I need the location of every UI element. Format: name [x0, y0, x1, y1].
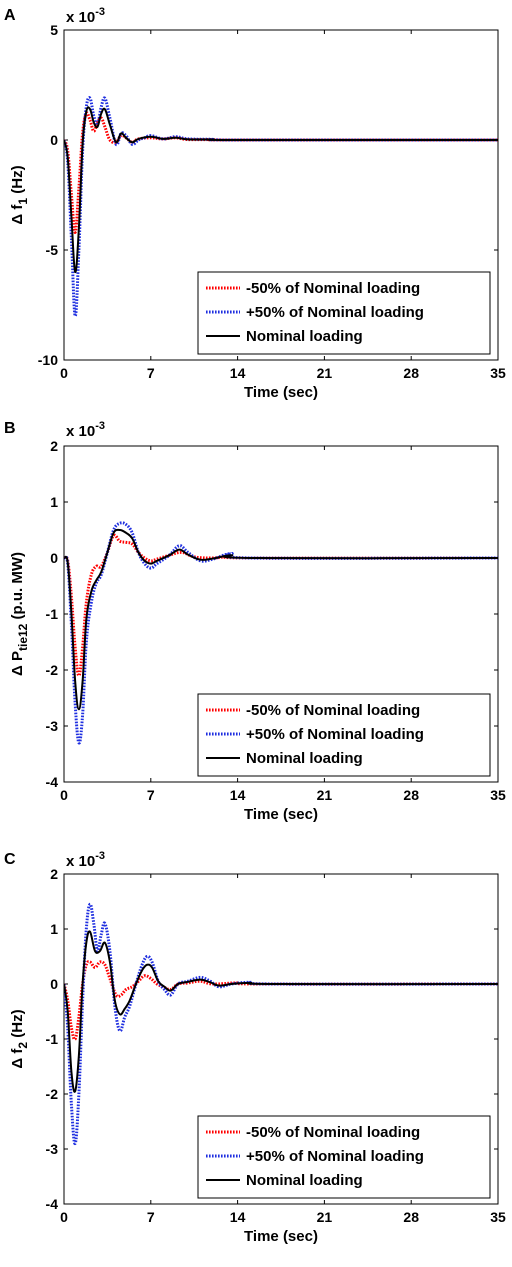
axis-multiplier-exponent: -3	[95, 850, 105, 862]
y-axis-label-subscript: 1	[16, 198, 30, 205]
y-axis-label: Δ Ptie12 (p.u. MW)	[9, 552, 30, 676]
series-line-1	[64, 111, 498, 234]
legend-label: Nominal loading	[246, 328, 363, 345]
panel-label: A	[4, 7, 16, 24]
x-tick-label: 28	[403, 1209, 419, 1225]
x-tick-label: 0	[60, 787, 68, 803]
x-tick-label: 14	[230, 787, 246, 803]
y-tick-label: -4	[46, 774, 59, 790]
legend-label: -50% of Nominal loading	[246, 702, 420, 719]
y-tick-label: -2	[46, 1086, 59, 1102]
legend-box	[197, 271, 491, 355]
y-tick-label: -1	[46, 1031, 59, 1047]
x-tick-label: 21	[317, 1209, 333, 1225]
series-line-3	[64, 930, 498, 1093]
legend-label: +50% of Nominal loading	[246, 304, 424, 321]
legend: -50% of Nominal loading +50% of Nominal l…	[197, 271, 491, 355]
y-tick-label: 5	[50, 22, 58, 38]
legend-box	[197, 1115, 491, 1199]
axis-multiplier: x 10-3	[66, 6, 105, 26]
legend-label: Nominal loading	[246, 1172, 363, 1189]
y-axis-label: Δ f1 (Hz)	[9, 165, 30, 224]
y-axis-label-main: Δ f	[9, 1048, 26, 1069]
y-axis-label-subscript: tie12	[16, 623, 30, 651]
x-tick-label: 35	[490, 1209, 506, 1225]
panel-label: C	[4, 851, 16, 868]
axis-multiplier: x 10-3	[66, 420, 105, 440]
x-axis-label: Time (sec)	[244, 806, 318, 823]
x-axis-label: Time (sec)	[244, 1228, 318, 1245]
y-tick-label: 1	[50, 921, 58, 937]
y-axis-label-subscript: 2	[16, 1042, 30, 1049]
y-tick-label: -3	[46, 718, 59, 734]
x-tick-label: 35	[490, 787, 506, 803]
x-tick-label: 14	[230, 365, 246, 381]
x-tick-label: 0	[60, 365, 68, 381]
y-tick-label: -2	[46, 662, 59, 678]
y-tick-label: 0	[50, 132, 58, 148]
y-tick-label: -10	[38, 352, 58, 368]
axis-multiplier-exponent: -3	[95, 420, 105, 432]
y-axis-label-main: Δ f	[9, 204, 26, 225]
x-tick-label: 0	[60, 1209, 68, 1225]
y-tick-label: -5	[46, 242, 59, 258]
panel-label: B	[4, 420, 16, 437]
legend-label: Nominal loading	[246, 750, 363, 767]
axis-multiplier-exponent: -3	[95, 6, 105, 18]
x-tick-label: 21	[317, 787, 333, 803]
legend-label: -50% of Nominal loading	[246, 1124, 420, 1141]
x-tick-label: 7	[147, 365, 155, 381]
axis-multiplier: x 10-3	[66, 850, 105, 870]
x-axis-label: Time (sec)	[244, 384, 318, 401]
y-tick-label: -3	[46, 1141, 59, 1157]
series-line-2	[64, 902, 498, 1146]
y-tick-label: 0	[50, 550, 58, 566]
y-tick-label: 0	[50, 976, 58, 992]
y-axis-label-unit: (Hz)	[9, 165, 26, 198]
x-tick-label: 35	[490, 365, 506, 381]
legend-box	[197, 693, 491, 777]
x-tick-label: 14	[230, 1209, 246, 1225]
legend-label: +50% of Nominal loading	[246, 1148, 424, 1165]
series-line-1	[64, 533, 498, 678]
legend-label: +50% of Nominal loading	[246, 726, 424, 743]
series-line-3	[64, 528, 498, 711]
x-tick-label: 28	[403, 787, 419, 803]
legend: -50% of Nominal loading +50% of Nominal l…	[197, 1115, 491, 1199]
y-tick-label: 2	[50, 438, 58, 454]
series-line-1	[64, 960, 498, 1041]
y-axis-label-unit: (Hz)	[9, 1009, 26, 1042]
legend: -50% of Nominal loading +50% of Nominal l…	[197, 693, 491, 777]
x-tick-label: 21	[317, 365, 333, 381]
x-tick-label: 7	[147, 1209, 155, 1225]
y-axis-label-main: Δ P	[9, 651, 26, 676]
y-tick-label: -4	[46, 1196, 59, 1212]
y-tick-label: -1	[46, 606, 59, 622]
y-axis-label: Δ f2 (Hz)	[9, 1009, 30, 1068]
y-tick-label: 2	[50, 866, 58, 882]
series-line-3	[64, 106, 498, 274]
legend-label: -50% of Nominal loading	[246, 280, 420, 297]
series-line-2	[64, 521, 498, 745]
y-axis-label-unit: (p.u. MW)	[9, 552, 26, 624]
plot-frame	[63, 29, 499, 361]
x-tick-label: 7	[147, 787, 155, 803]
x-tick-label: 28	[403, 365, 419, 381]
y-tick-label: 1	[50, 494, 58, 510]
